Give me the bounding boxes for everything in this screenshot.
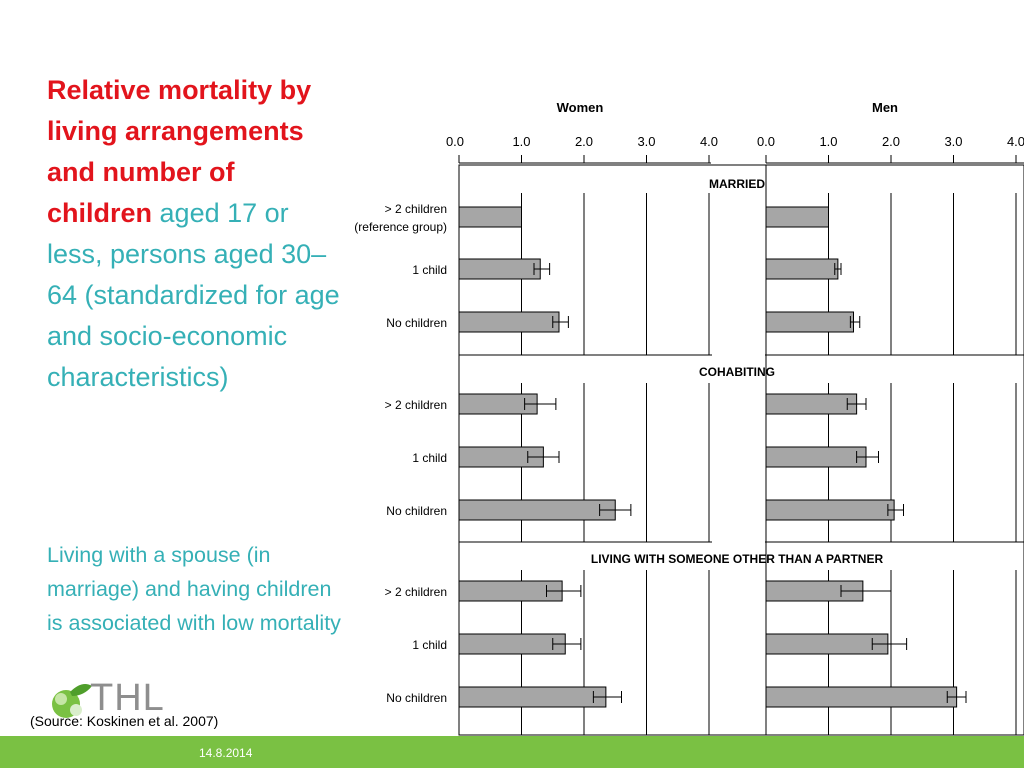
men-bar — [765, 633, 889, 655]
thl-logo: THL — [46, 677, 186, 720]
panel-title: Men — [872, 100, 898, 115]
women-bar — [458, 499, 616, 521]
source-note: (Source: Koskinen et al. 2007) — [30, 713, 219, 729]
group-title: COHABITING — [699, 365, 775, 379]
men-bar — [765, 206, 829, 228]
x-tick-label: 0.0 — [757, 134, 775, 149]
footer-divider — [0, 733, 342, 736]
panel-gap — [712, 166, 765, 734]
footer-date: 14.8.2014 — [199, 746, 253, 760]
mortality-chart: Women 0.0 1.0 2.0 3.0 4.0 Men 0.0 1.0 2.0 3.0 4.0 MA… — [354, 100, 1024, 736]
men-bar — [765, 686, 958, 708]
x-tick-label: 2.0 — [882, 134, 900, 149]
logo-text: THL — [90, 677, 165, 719]
panel-title: Women — [557, 100, 604, 115]
x-tick-label: 4.0 — [700, 134, 718, 149]
footer-bar — [0, 736, 1024, 768]
x-tick-label: 4.0 — [1007, 134, 1024, 149]
slide-subtitle: Living with a spouse (in marriage) and h… — [47, 543, 341, 635]
men-bar — [765, 446, 867, 468]
x-tick-label: 1.0 — [819, 134, 837, 149]
x-tick-label: 2.0 — [575, 134, 593, 149]
men-bar — [765, 258, 839, 280]
leaf-logo-icon — [52, 684, 92, 718]
women-bar — [458, 258, 541, 280]
row-label: > 2 children — [385, 398, 447, 412]
row-label-note: (reference group) — [354, 220, 447, 234]
x-tick-label: 1.0 — [512, 134, 530, 149]
men-bar — [765, 499, 895, 521]
women-bar — [458, 633, 566, 655]
x-tick-label: 3.0 — [637, 134, 655, 149]
women-bar — [458, 206, 522, 228]
row-label: No children — [386, 504, 447, 518]
x-tick-label: 3.0 — [944, 134, 962, 149]
slide-title: Relative mortality by living arrangement… — [47, 70, 347, 398]
row-label: No children — [386, 691, 447, 705]
row-label: No children — [386, 316, 447, 330]
x-tick-label: 0.0 — [446, 134, 464, 149]
row-label: 1 child — [412, 263, 447, 277]
row-label: > 2 children — [385, 585, 447, 599]
group-title: LIVING WITH SOMEONE OTHER THAN A PARTNER — [591, 552, 884, 566]
row-label: 1 child — [412, 638, 447, 652]
row-label: 1 child — [412, 451, 447, 465]
men-bar — [765, 311, 854, 333]
slide-title-rest: aged 17 or less, persons aged 30–64 (sta… — [47, 198, 340, 392]
men-bar — [765, 393, 858, 415]
women-bar — [458, 686, 607, 708]
women-bar — [458, 311, 560, 333]
group-title: MARRIED — [709, 177, 765, 191]
row-label: > 2 children — [385, 202, 447, 216]
slide-title-bold: Relative mortality by living arrangement… — [47, 75, 312, 228]
